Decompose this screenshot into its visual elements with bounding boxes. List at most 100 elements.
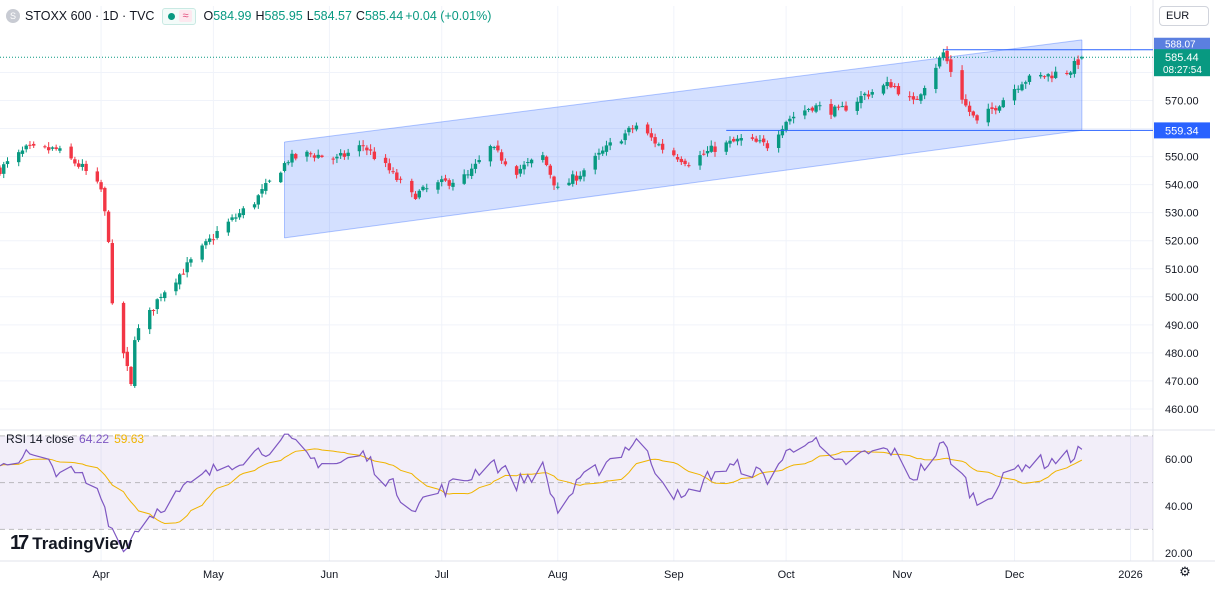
candle-body [1080, 57, 1084, 59]
candle-body [365, 147, 369, 151]
level-label-bg [1154, 122, 1210, 139]
candle-body [784, 121, 788, 130]
candle-body [391, 171, 395, 173]
rsi-title[interactable]: RSI 14 close [6, 432, 75, 446]
candle-body [844, 105, 848, 111]
candle-body [1068, 72, 1073, 75]
candle-body [660, 143, 665, 150]
candle-body [211, 239, 216, 241]
candle-body [417, 190, 421, 198]
candle-body [780, 129, 785, 136]
candle-body [387, 163, 392, 171]
channel-lower-line[interactable] [284, 129, 1082, 239]
candle-body [305, 151, 309, 157]
candle-body [58, 148, 62, 151]
candle-body [110, 243, 115, 304]
symbol-logo-icon[interactable]: S [6, 9, 20, 23]
candle-body [20, 150, 25, 154]
candle-body [1053, 71, 1058, 78]
symbol-title[interactable]: STOXX 600 · 1D · TVC [25, 9, 155, 23]
high-key: H [255, 9, 265, 23]
rsi-tick-label: 40.00 [1165, 501, 1193, 513]
candle-body [810, 107, 815, 111]
candle-body [361, 145, 365, 147]
candle-body [0, 167, 2, 174]
horizontal-lines [0, 49, 1153, 131]
last-price-label: 585.44 [1165, 52, 1199, 64]
candle-body [436, 182, 440, 190]
candle-body [492, 147, 496, 149]
candle-body [698, 155, 702, 166]
candle-body [758, 140, 762, 142]
time-tick-label: Jul [435, 569, 449, 581]
price-tick-label: 510.00 [1165, 264, 1199, 276]
candle-body [121, 302, 126, 354]
candle-body [260, 189, 264, 194]
candle-body [833, 106, 837, 117]
close-key: C [355, 9, 365, 23]
candle-body [421, 186, 425, 191]
candle-body [95, 171, 100, 182]
candle-body [657, 144, 661, 146]
candle-body [713, 146, 717, 152]
price-tick-label: 460.00 [1165, 404, 1199, 416]
candle-body [728, 140, 732, 144]
candle-body [556, 186, 560, 188]
candle-body [885, 82, 889, 86]
candle-body [574, 175, 579, 181]
candle-body [541, 155, 545, 160]
candle-body [129, 366, 133, 385]
candle-body [357, 145, 362, 152]
price-tick-label: 470.00 [1165, 376, 1199, 388]
candle-body [829, 103, 833, 115]
high-value: 585.95 [264, 9, 303, 23]
market-status[interactable]: ≈ [162, 7, 196, 25]
candle-body [526, 162, 530, 164]
candle-body [477, 160, 481, 163]
hidden-level-label: 588.07 [1165, 40, 1196, 51]
candle-body [994, 108, 998, 111]
candle-body [518, 168, 523, 174]
time-tick-label: Dec [1005, 569, 1025, 581]
currency-selector[interactable]: EUR [1159, 6, 1209, 26]
candle-body [496, 145, 500, 151]
time-tick-label: 2026 [1118, 569, 1142, 581]
candle-body [1001, 100, 1005, 108]
time-tick-label: Aug [548, 569, 568, 581]
candle-body [750, 137, 755, 139]
candle-body [937, 57, 942, 67]
tradingview-logo[interactable]: 17 TradingView [10, 532, 132, 555]
rsi-line [0, 433, 1083, 553]
candle-body [84, 163, 88, 172]
candle-body [732, 138, 736, 142]
rsi-ma-value: 59.63 [114, 432, 145, 446]
candle-body [252, 204, 257, 208]
candle-body [264, 183, 268, 191]
candle-body [544, 156, 549, 166]
candle-body [578, 175, 582, 180]
candle-body [368, 149, 373, 151]
candle-body [267, 180, 272, 182]
candle-body [24, 145, 28, 150]
candle-body [709, 145, 713, 152]
candle-body [279, 172, 283, 183]
candle-body [241, 208, 246, 216]
candle-body [522, 164, 526, 170]
price-tick-label: 530.00 [1165, 208, 1199, 220]
price-tick-label: 540.00 [1165, 180, 1199, 192]
candle-body [226, 221, 231, 233]
candle-body [256, 195, 261, 205]
candle-body [593, 155, 597, 170]
time-tick-label: May [203, 569, 224, 581]
candle-body [881, 85, 886, 94]
candle-body [1072, 61, 1077, 74]
candle-body [634, 125, 639, 130]
candle-body [237, 213, 242, 218]
candle-body [17, 152, 21, 163]
candle-body [687, 165, 691, 167]
candle-body [1050, 75, 1054, 79]
gear-icon[interactable]: ⚙ [1179, 564, 1191, 579]
candle-body [69, 146, 73, 159]
candle-body [548, 165, 552, 175]
candle-body [630, 128, 635, 130]
